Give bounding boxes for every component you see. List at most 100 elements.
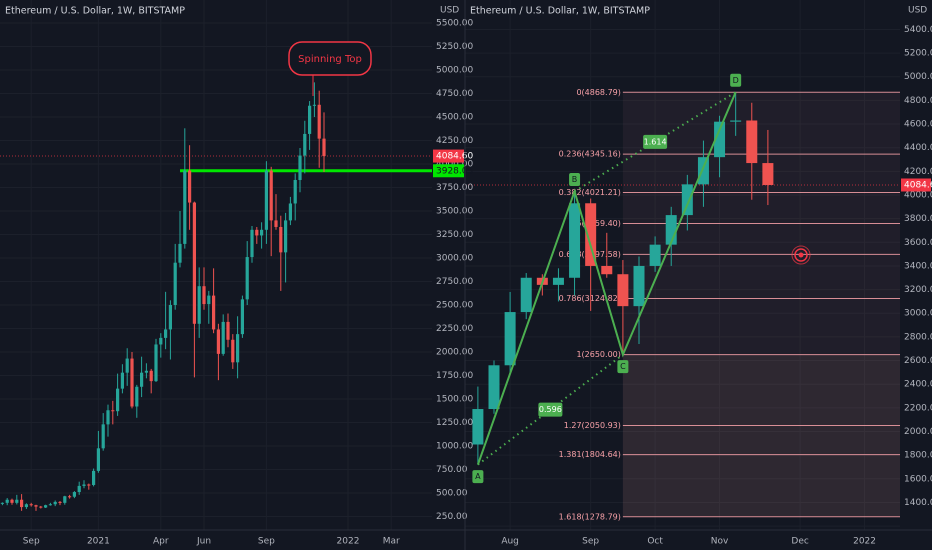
candle-body [144, 370, 148, 373]
last-price-label: 4084.60 [436, 152, 473, 162]
candle-body [197, 286, 201, 324]
candle-body [53, 501, 57, 505]
candle-body [116, 388, 120, 412]
candle-body [601, 265, 613, 275]
candle-body [149, 370, 153, 382]
last-price-box [901, 178, 931, 192]
target-ring [791, 245, 811, 265]
callout-text: Spinning Top [298, 54, 362, 65]
x-tick-label: 2021 [87, 537, 110, 547]
x-tick-label: 2022 [337, 537, 360, 547]
candle-body [24, 504, 28, 508]
candle-body [87, 484, 91, 486]
candle-body [520, 277, 532, 313]
x-tick-label: Mar [383, 537, 400, 547]
y-tick-label: 5500.00 [436, 19, 473, 29]
y-tick-label: 5250.00 [436, 42, 473, 52]
x-tick-label: Nov [711, 537, 729, 547]
pattern-point-box [569, 172, 581, 186]
candle-body [317, 104, 321, 139]
candle-body [154, 344, 158, 382]
candle-body [746, 120, 758, 164]
candle-body [221, 321, 225, 354]
x-tick-label: Dec [791, 537, 808, 547]
candle-body [681, 184, 693, 216]
candle-body [322, 138, 326, 157]
ratio-label: 0.596 [539, 405, 562, 414]
y-tick-label: 3000.00 [904, 309, 932, 319]
candle-body [260, 229, 264, 236]
axes: 250.00 500.00 750.00 1000.00 1250.00 1500.00 1… [5, 3, 932, 547]
candle-body [44, 505, 48, 508]
y-tick-label: 250.00 [436, 512, 468, 522]
fib-label: 1.27(2050.93) [564, 421, 621, 430]
candle-body [649, 244, 661, 266]
candle-body [665, 215, 677, 245]
y-tick-label: 2400.00 [904, 380, 932, 390]
candle-body [178, 243, 182, 263]
x-tick-label: Oct [647, 537, 663, 547]
x-tick-label: Jun [196, 537, 211, 547]
x-tick-label: Aug [501, 537, 519, 547]
y-tick-label: 3000.00 [436, 253, 473, 263]
candle-body [159, 337, 163, 345]
candle-body [101, 424, 105, 449]
last-price-box [433, 149, 464, 163]
fib-zone [622, 354, 900, 517]
last-price-label: 4084.60 [904, 180, 932, 190]
candle-body [202, 286, 206, 305]
candle-body [697, 157, 709, 185]
candle-body [135, 386, 139, 407]
candle-body [569, 203, 581, 278]
candle-body [39, 506, 43, 508]
candle-body [231, 339, 235, 363]
x-tick-label: Sep [582, 537, 599, 547]
candle-body [63, 496, 67, 503]
y-tick-label: 750.00 [436, 465, 468, 475]
pattern-point-label: C [620, 362, 626, 371]
y-unit-label: USD [440, 6, 459, 16]
candle-body [212, 295, 216, 330]
candle-body [245, 257, 249, 300]
x-tick-label: 2022 [853, 537, 876, 547]
y-tick-label: 4500.00 [436, 113, 473, 123]
candle-body [312, 104, 316, 106]
y-tick-label: 3400.00 [904, 261, 932, 271]
y-tick-label: 5200.00 [904, 49, 932, 59]
pattern-point-label: D [733, 76, 739, 85]
fib-label: 0.382(4021.21) [559, 188, 621, 197]
candle-body [96, 448, 100, 471]
candle-body [34, 505, 38, 507]
y-tick-label: 2600.00 [904, 356, 932, 366]
y-tick-label: 4200.00 [904, 167, 932, 177]
candle-body [236, 334, 240, 363]
y-tick-label: 4800.00 [904, 96, 932, 106]
y-tick-label: 2200.00 [904, 403, 932, 413]
candle-body [192, 202, 196, 324]
y-tick-label: 2800.00 [904, 332, 932, 342]
candle-body [29, 504, 33, 506]
candle-body [58, 501, 62, 503]
target-ring [794, 248, 808, 262]
target-icon [791, 245, 811, 265]
candle-body [140, 372, 144, 387]
pattern-leg [476, 91, 737, 465]
ratio-box [643, 134, 668, 149]
pattern-point-label: A [475, 472, 481, 481]
candle-body [72, 492, 76, 497]
y-tick-label: 500.00 [436, 488, 468, 498]
chart-title: Ethereum / U.S. Dollar, 1W, BITSTAMP [5, 6, 185, 17]
ratio-box [538, 402, 563, 417]
candle-body [293, 179, 297, 204]
y-tick-label: 2500.00 [436, 300, 473, 310]
y-tick-label: 1000.00 [436, 441, 473, 451]
y-tick-label: 3200.00 [904, 285, 932, 295]
pattern-point-box [617, 360, 629, 374]
y-tick-label: 4750.00 [436, 89, 473, 99]
candle-body [552, 277, 564, 285]
y-tick-label: 1500.00 [436, 394, 473, 404]
target-dot [798, 252, 804, 258]
y-tick-label: 1250.00 [436, 418, 473, 428]
y-tick-label: 4600.00 [904, 120, 932, 130]
